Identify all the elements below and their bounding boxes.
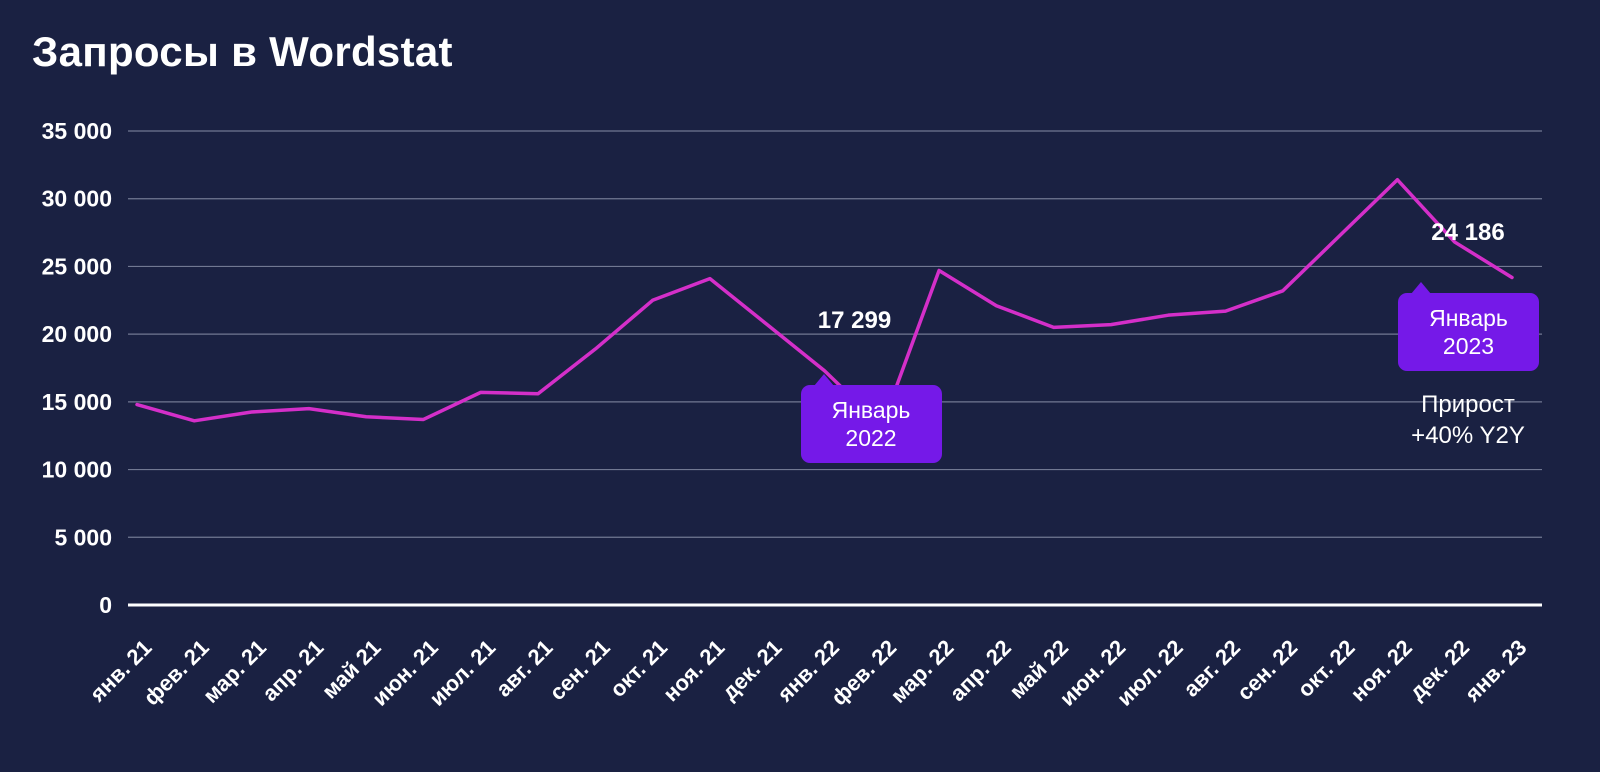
x-tick-label: дек. 22	[1404, 635, 1474, 705]
x-tick-label: сен. 21	[545, 635, 615, 705]
chart-title: Запросы в Wordstat	[32, 28, 453, 75]
x-tick-label: ноя. 22	[1346, 635, 1417, 706]
growth-note: Прирост +40% Y2Y	[1383, 389, 1553, 451]
callout-jan-2023: Январь 2023	[1398, 282, 1539, 372]
y-tick-label: 10 000	[42, 457, 112, 483]
callout-jan-2023-year: 2023	[1442, 333, 1495, 360]
x-tick-label: ноя. 21	[658, 635, 729, 706]
y-tick-label: 0	[99, 592, 112, 618]
y-tick-label: 15 000	[42, 389, 112, 415]
x-tick-label: сен. 22	[1232, 635, 1302, 705]
x-tick-label: апр. 21	[257, 635, 328, 706]
x-tick-label: дек. 21	[717, 635, 787, 705]
value-label-jan-2022: 17 299	[817, 306, 892, 334]
callout-jan-2022-year: 2022	[845, 424, 897, 451]
y-tick-label: 5 000	[54, 524, 112, 550]
callout-jan-2022-month: Январь	[831, 396, 911, 423]
x-tick-label: мар. 21	[198, 635, 271, 708]
y-tick-label: 30 000	[42, 186, 112, 212]
callout-jan-2022: Январь 2022	[800, 373, 942, 463]
trend-line	[135, 178, 1514, 428]
x-tick-label: мар. 22	[886, 635, 959, 708]
y-tick-label: 25 000	[42, 253, 112, 279]
value-label-jan-2023: 24 186	[1431, 219, 1505, 247]
x-tick-label: янв. 23	[1459, 635, 1531, 707]
x-tick-label: апр. 22	[945, 635, 1016, 706]
y-tick-label: 20 000	[42, 321, 112, 347]
growth-note-label: Прирост	[1421, 391, 1515, 419]
growth-note-value: +40% Y2Y	[1411, 422, 1525, 450]
y-tick-label: 35 000	[42, 118, 112, 144]
callout-jan-2023-month: Январь	[1429, 305, 1508, 332]
